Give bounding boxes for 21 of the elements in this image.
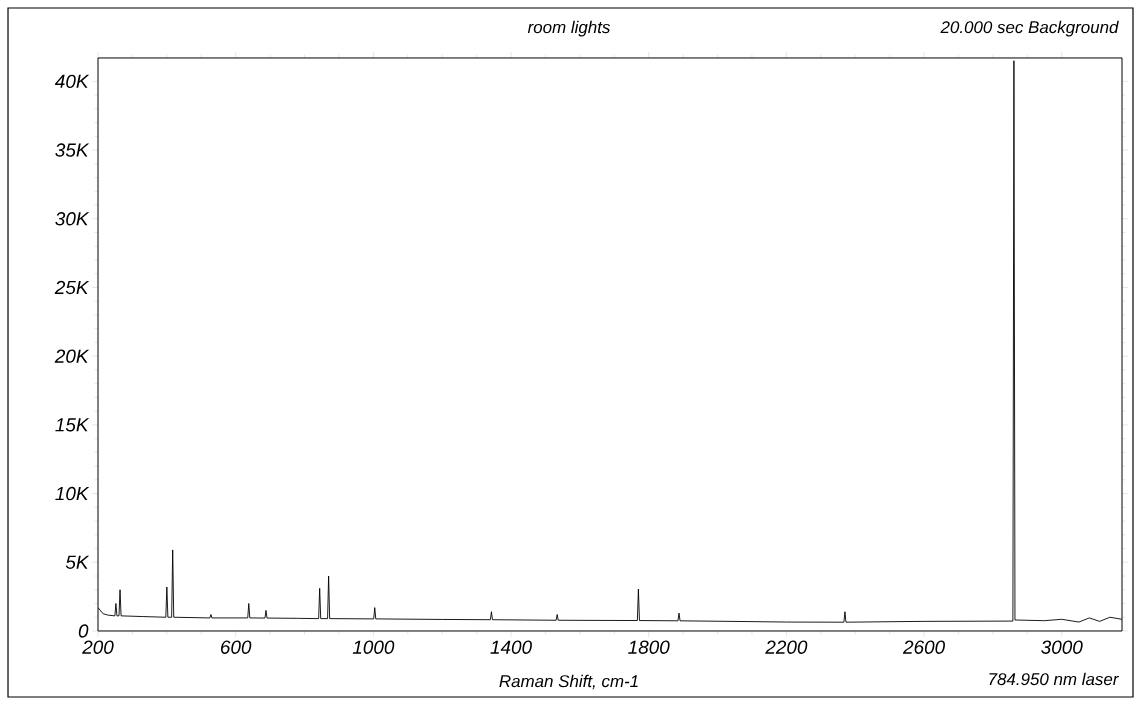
y-tick-label: 10K — [55, 486, 90, 501]
x-tick-label: 2200 — [765, 640, 808, 654]
chart-title: room lights — [527, 20, 611, 37]
x-tick-label: 2600 — [902, 640, 945, 654]
y-tick-label: 0 — [78, 624, 89, 638]
y-tick-label: 30K — [55, 212, 90, 226]
x-axis-title: Raman Shift, cm-1 — [499, 674, 638, 690]
y-tick-label: 25K — [54, 280, 90, 295]
y-tick-label: 15K — [55, 418, 90, 432]
x-tick-label: 200 — [82, 640, 114, 654]
y-tick-label: 40K — [54, 74, 90, 89]
x-tick-label: 1400 — [490, 640, 532, 654]
chart-subtitle: 20.000 sec Background — [940, 20, 1119, 37]
text: 784.950 nm laser — [989, 672, 1120, 686]
x-tick-label: 1000 — [352, 640, 395, 654]
x-tick-label: 1800 — [628, 640, 670, 654]
x-tick-label: 3000 — [1041, 640, 1083, 654]
y-tick-label: 5K — [65, 555, 90, 569]
y-tick-label: 20K — [54, 349, 90, 363]
y-tick-label: 35K — [55, 143, 90, 157]
x-tick-label: 600 — [220, 640, 252, 654]
